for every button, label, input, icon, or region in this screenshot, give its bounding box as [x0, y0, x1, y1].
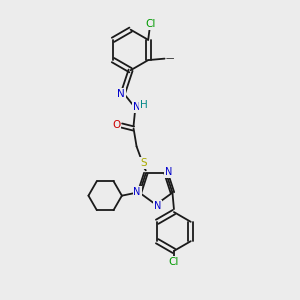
- Text: O: O: [112, 120, 120, 130]
- Text: N: N: [134, 187, 141, 197]
- Text: N: N: [154, 201, 161, 211]
- Text: N: N: [133, 102, 140, 112]
- Text: —: —: [166, 54, 175, 63]
- Text: N: N: [118, 89, 125, 99]
- Text: H: H: [140, 100, 147, 110]
- Text: Cl: Cl: [169, 257, 179, 267]
- Text: N: N: [165, 167, 172, 177]
- Text: Cl: Cl: [146, 19, 156, 29]
- Text: S: S: [140, 158, 147, 168]
